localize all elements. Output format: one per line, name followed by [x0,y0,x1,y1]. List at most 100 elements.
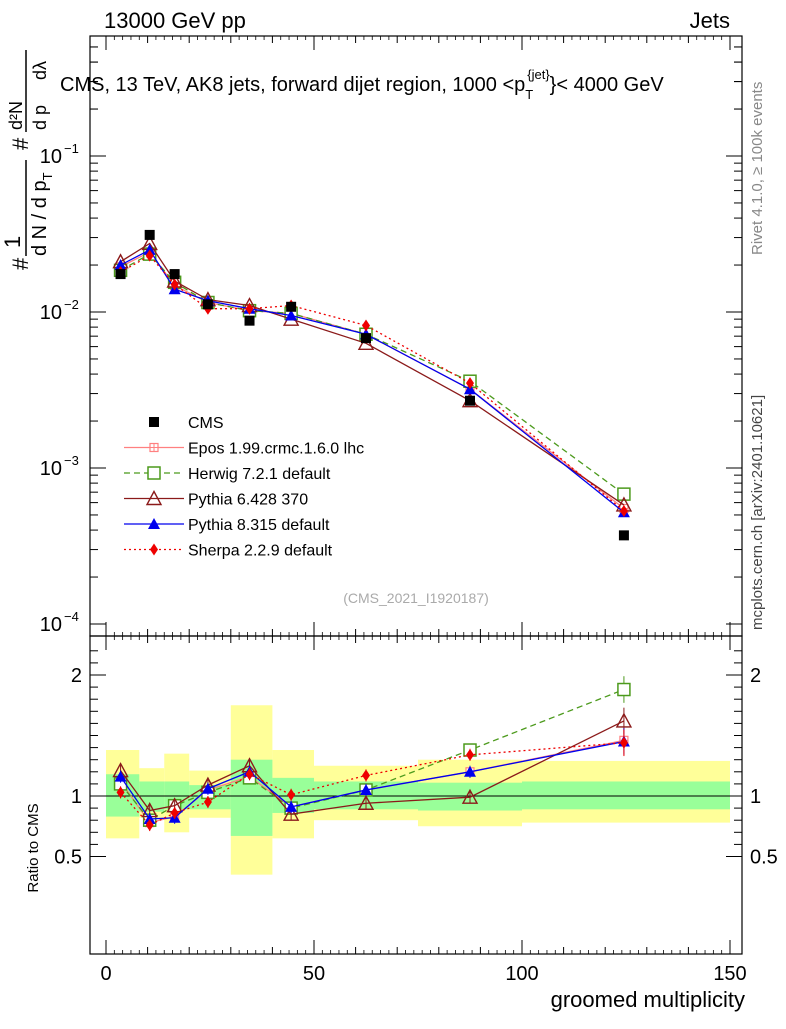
data-point [244,315,255,326]
title-tail: }< 4000 GeV [550,74,665,96]
title-sub: T [525,87,533,102]
y-tick-label: 10 −2 [40,297,79,324]
y-tick-label: 10 −1 [40,141,79,168]
legend-label: Pythia 8.315 default [188,517,330,534]
x-axis-label: groomed multiplicity [551,987,745,1012]
svg-text:#: # [8,137,33,150]
ratio-point [619,736,628,749]
legend-marker [148,518,160,529]
stat-uncertainty-band [522,781,730,810]
legend-label: Herwig 7.2.1 default [188,466,331,483]
data-point [115,269,126,280]
legend-label: Epos 1.99.crmc.1.6.0 lhc [188,441,364,458]
y-ticks: 10−1 10−2 10−3 10−4 [40,46,742,636]
ratio-tick-label-right: 2 [750,665,761,687]
ratio-point [466,748,474,761]
y-tick-label: 10 −4 [40,609,79,636]
analysis-id: (CMS_2021_I1920187) [343,590,489,606]
series-line [120,253,625,495]
ratio-point [143,812,156,824]
ratio-point [362,769,370,782]
series-line [120,254,625,512]
ratio-point [287,788,296,801]
series-point [617,487,631,501]
legend-marker [147,466,161,480]
ratio-series-4 [116,729,628,832]
legend-marker [150,543,158,556]
ratio-point [245,768,254,781]
x-tick-label: 150 [713,963,746,985]
svg-text:d²N: d²N [6,101,26,130]
mcplots-credit: mcplots.cern.ch [arXiv:2401.10621] [749,395,766,630]
ratio-point [285,800,298,812]
ratio-tick-label: 1 [71,786,82,808]
series-point [170,278,179,291]
ratio-y-ticks: 0.5 0.5 1 1 2 2 [54,650,778,869]
legend-item: Herwig 7.2.1 default [124,466,331,483]
ratio-tick-label: 2 [71,665,82,687]
series-point [145,249,154,262]
x-tick-label: 0 [100,963,111,985]
ratio-point [201,782,214,794]
legend-marker [145,490,163,506]
ratio-tick-label-right: 0.5 [750,847,778,869]
svg-text:dλ: dλ [30,61,50,80]
ratio-frame [89,635,743,955]
series-point [245,302,254,315]
svg-text:#: # [8,257,33,270]
series-point [466,377,474,390]
svg-text:d N / d pT: d N / d pT [29,172,55,256]
series-point [143,243,156,255]
data-point [286,301,297,312]
legend-item: CMS [149,415,224,432]
svg-text:1: 1 [0,236,25,248]
ratio-point [464,765,476,777]
x-ticks: 0 50 100 150 [100,36,747,985]
cms-data [115,229,629,541]
ratio-point [145,819,154,832]
ratio-point [282,805,300,821]
plot-title: CMS, 13 TeV, AK8 jets, forward dijet reg… [60,67,664,102]
legend: CMS Epos 1.99.crmc.1.6.0 lhc Herwig 7.2.1 … [124,415,364,560]
header-category: Jets [690,8,730,33]
legend-marker [149,417,159,427]
ratio-ylabel: Ratio to CMS [25,803,42,892]
legend-item: Pythia 8.315 default [124,517,330,534]
data-point [202,299,213,310]
title-main: CMS, 13 TeV, AK8 jets, forward dijet reg… [60,74,525,96]
ratio-tick-label-right: 1 [750,786,761,808]
data-point [361,333,371,344]
legend-item: Epos 1.99.crmc.1.6.0 lhc [124,441,364,458]
ratio-point [617,682,631,697]
legend-label: CMS [188,415,224,432]
ratio-point [360,783,372,795]
y-tick-label: 10 −3 [40,453,79,480]
legend-label: Pythia 6.428 370 [188,492,308,509]
title-sup: {jet} [527,67,550,82]
ratio-point [203,796,212,809]
data-point [169,269,180,280]
legend-label: Sherpa 2.2.9 default [188,543,333,560]
ratio-tick-label: 0.5 [54,847,82,869]
rivet-version: Rivet 4.1.0, ≥ 100k events [749,82,766,255]
series-1 [113,247,631,501]
header-energy: 13000 GeV pp [104,8,246,33]
main-ylabel: # 1 d N / d pT # d²N d p dλ [0,50,55,270]
ratio-point [170,806,179,819]
legend-item: Pythia 6.428 370 [124,490,308,509]
legend-marker [149,442,159,453]
ratio-point [116,786,125,799]
ratio-panel: 0 50 100 150 0.5 0.5 1 1 2 2 [54,36,778,985]
ratio-point [357,794,375,810]
ratio-point [461,788,479,804]
ratio-point [615,712,633,728]
series-point [114,259,127,271]
ratio-point [114,770,127,782]
series-point [285,309,298,321]
data-point [465,395,475,406]
legend-item: Sherpa 2.2.9 default [124,543,333,560]
svg-text:d p: d p [30,105,50,130]
series-point [619,505,628,518]
main-panel: 10−1 10−2 10−3 10−4 [40,35,743,637]
